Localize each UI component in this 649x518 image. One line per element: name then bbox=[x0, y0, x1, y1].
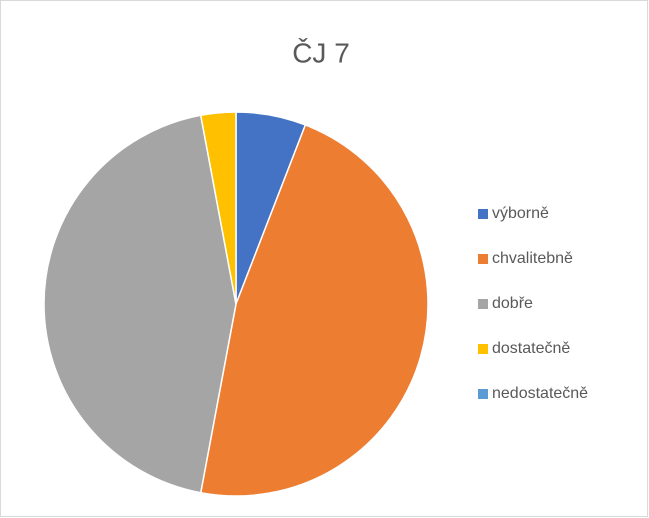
pie-slice bbox=[199, 123, 429, 497]
legend-swatch bbox=[478, 389, 488, 399]
legend-label: nedostatečně bbox=[492, 385, 588, 402]
legend-label: dostatečně bbox=[492, 340, 570, 357]
legend-swatch bbox=[478, 344, 488, 354]
legend-swatch bbox=[478, 254, 488, 264]
pie-slice bbox=[199, 111, 237, 305]
pie-slice bbox=[43, 114, 237, 494]
legend-label: výborně bbox=[492, 205, 549, 222]
legend-label: chvalitebně bbox=[492, 250, 573, 267]
legend-swatch bbox=[478, 209, 488, 219]
legend-swatch bbox=[478, 299, 488, 309]
chart-title: ČJ 7 bbox=[292, 37, 350, 68]
legend-label: dobře bbox=[492, 295, 533, 312]
